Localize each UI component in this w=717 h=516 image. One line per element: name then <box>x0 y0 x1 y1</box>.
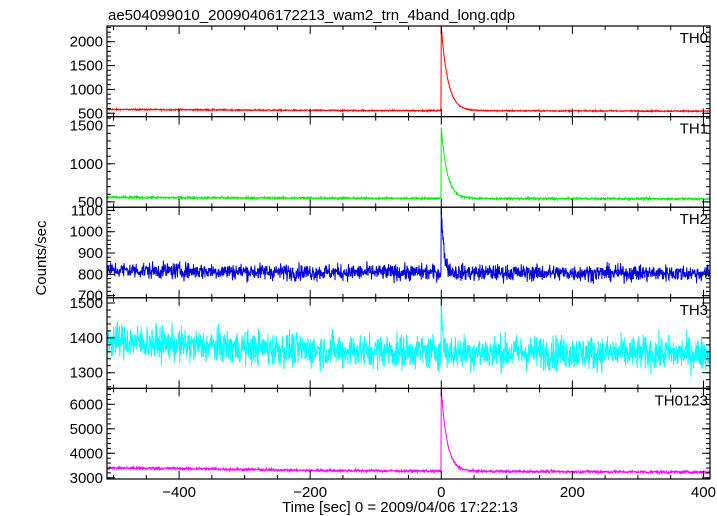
panel-frame <box>106 25 711 118</box>
y-tick-label: 1500 <box>70 295 103 312</box>
y-tick-label: 2000 <box>70 34 103 51</box>
y-tick-label: 1500 <box>70 58 103 75</box>
y-tick-label: 5000 <box>70 421 103 438</box>
y-tick-label: 900 <box>78 245 103 262</box>
x-tick-label: 0 <box>437 484 445 501</box>
y-tick-label: 1400 <box>70 330 103 347</box>
y-tick-label: 500 <box>78 105 103 122</box>
panel-frame <box>106 115 711 208</box>
y-tick-label: 800 <box>78 266 103 283</box>
panel-name-label: TH0 <box>680 30 708 47</box>
series-line-th0123 <box>107 389 710 476</box>
panel-th0: 500 1000 1500 2000 TH0 <box>70 25 711 122</box>
x-tick-label: 200 <box>560 484 585 501</box>
panel-th1: 500 1000 1500 TH1 <box>70 115 711 211</box>
y-tick-label: 1500 <box>70 118 103 135</box>
series-line-th2 <box>107 207 710 285</box>
panel-name-label: TH2 <box>680 211 708 228</box>
panel-th3: 1300 1400 1500 TH3 <box>70 295 711 389</box>
y-tick-label: 1000 <box>70 224 103 241</box>
series-line-th1 <box>107 127 710 202</box>
y-tick-label: 4000 <box>70 445 103 462</box>
y-tick-label: 6000 <box>70 396 103 413</box>
panel-name-label: TH3 <box>680 302 708 319</box>
panel-th0123: 3000 4000 5000 6000 TH0123 <box>70 387 711 487</box>
y-tick-label: 1000 <box>70 81 103 98</box>
series-line-th3 <box>107 298 710 377</box>
y-tick-label: 1000 <box>70 156 103 173</box>
x-axis-label: Time [sec] 0 = 2009/04/06 17:22:13 <box>282 499 518 516</box>
panel-frame <box>106 387 711 480</box>
panel-frame <box>106 206 711 299</box>
y-tick-label: 1300 <box>70 365 103 382</box>
chart-title: ae504099010_20090406172213_wam2_trn_4ban… <box>108 7 515 24</box>
x-tick-label: 400 <box>691 484 716 501</box>
panel-name-label: TH0123 <box>655 392 708 409</box>
x-tick-label: −400 <box>162 484 196 501</box>
y-tick-label: 700 <box>78 288 103 305</box>
y-axis-label: Counts/sec <box>33 220 50 296</box>
y-tick-label: 1100 <box>71 202 103 219</box>
y-tick-label: 3000 <box>70 470 103 487</box>
panel-name-label: TH1 <box>680 121 708 138</box>
x-tick-label: −200 <box>293 484 327 501</box>
series-line-th0 <box>107 26 710 114</box>
panel-th2: 700 800 900 1000 1100 TH2 <box>70 202 711 305</box>
y-tick-label: 500 <box>78 194 103 211</box>
